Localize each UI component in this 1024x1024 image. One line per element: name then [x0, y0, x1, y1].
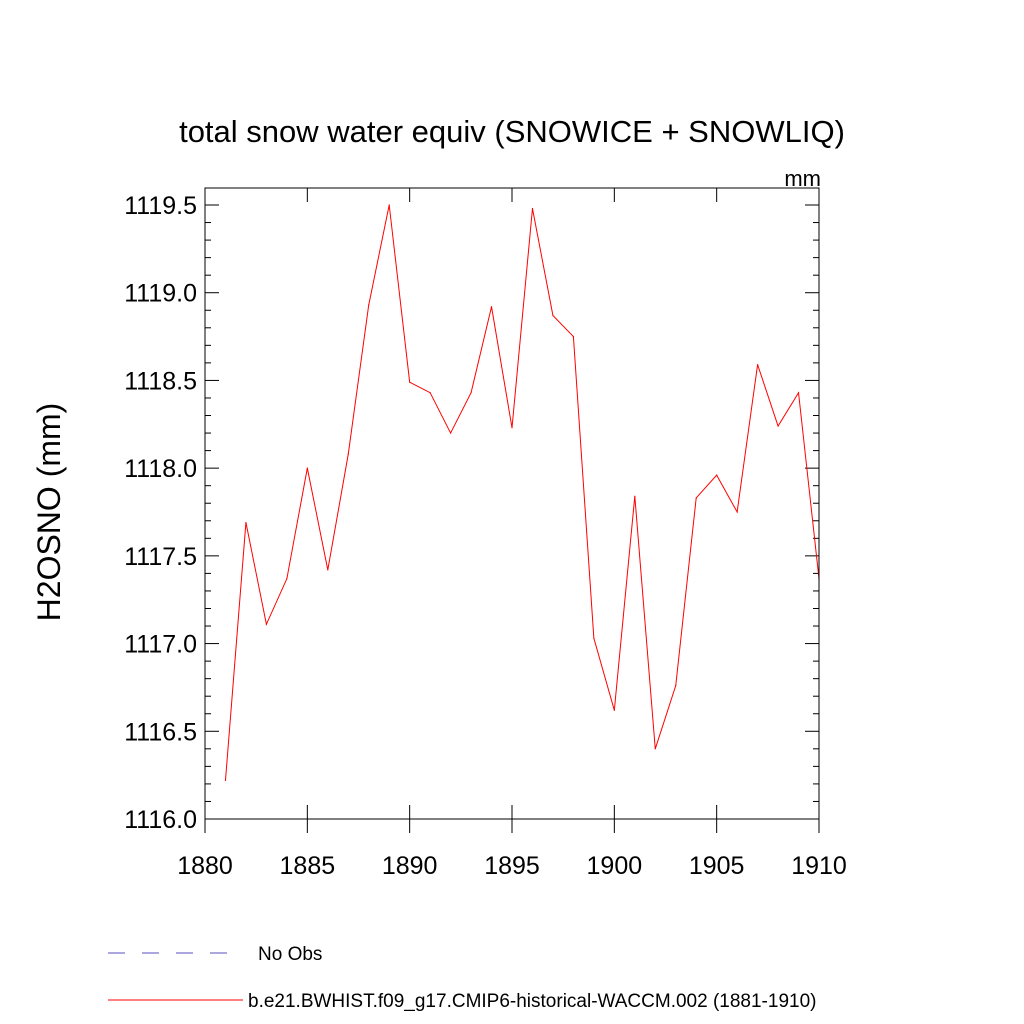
data-point — [552, 314, 554, 317]
data-point — [409, 381, 411, 383]
x-tick-label: 1900 — [587, 852, 643, 880]
x-tick-label: 1905 — [689, 852, 745, 880]
data-point — [613, 709, 615, 711]
y-tick-label: 1119.0 — [124, 280, 197, 308]
data-point — [306, 467, 308, 469]
data-point — [286, 578, 288, 580]
data-point — [757, 364, 759, 366]
y-tick-label: 1119.5 — [124, 192, 197, 220]
plot-frame — [204, 187, 820, 820]
data-point — [654, 748, 656, 750]
units-label: mm — [784, 166, 821, 191]
data-point — [368, 304, 370, 306]
legend-label-model: b.e21.BWHIST.f09_g17.CMIP6-historical-WA… — [248, 991, 816, 1012]
data-point — [593, 637, 595, 639]
data-point — [245, 521, 247, 524]
x-tick-label: 1885 — [280, 852, 336, 880]
data-point — [531, 207, 534, 210]
data-point — [716, 474, 718, 476]
x-tick-label: 1910 — [791, 852, 847, 880]
y-axis-label: H2OSNO (mm) — [31, 403, 67, 622]
data-point — [511, 427, 513, 429]
data-point — [675, 685, 677, 687]
y-tick-label: 1116.0 — [124, 806, 197, 834]
data-point — [327, 569, 329, 571]
data-point — [695, 497, 697, 499]
data-point — [736, 511, 738, 513]
series-layer — [224, 204, 820, 782]
legend: No Obs b.e21.BWHIST.f09_g17.CMIP6-histor… — [108, 944, 816, 1012]
data-point — [265, 623, 267, 625]
data-point — [634, 495, 636, 497]
chart-title: total snow water equiv (SNOWICE + SNOWLI… — [179, 114, 845, 149]
y-tick-label: 1116.5 — [124, 718, 197, 746]
legend-label-no-obs: No Obs — [258, 944, 322, 965]
data-point — [777, 425, 779, 427]
data-point — [224, 779, 227, 782]
y-tick-label: 1117.5 — [124, 543, 197, 571]
x-tick-label: 1880 — [177, 852, 233, 880]
data-point — [797, 392, 800, 394]
x-tick-label: 1895 — [484, 852, 540, 880]
data-point — [388, 204, 390, 206]
data-point — [572, 335, 575, 338]
series-line-0 — [224, 204, 820, 781]
x-tick-label: 1890 — [382, 852, 438, 880]
data-point — [470, 392, 472, 394]
data-point — [347, 453, 349, 455]
data-point — [450, 432, 452, 434]
data-point — [429, 392, 431, 394]
data-point — [490, 306, 493, 308]
ticks-layer: 1116.0 1116.5 1117.0 1117.5 1118.0 1118.5 1119… — [124, 188, 847, 880]
y-tick-label: 1117.0 — [124, 631, 197, 659]
y-tick-label: 1118.0 — [124, 455, 197, 483]
y-tick-label: 1118.5 — [124, 367, 197, 395]
